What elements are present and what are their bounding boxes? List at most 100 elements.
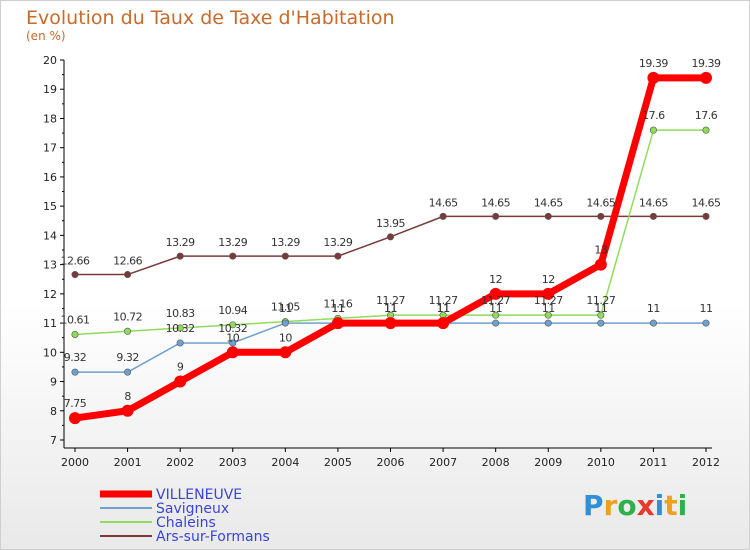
data-label: 12.66	[61, 255, 90, 268]
legend-label: Ars-sur-Formans	[156, 529, 270, 545]
y-tick-label: 19	[43, 83, 57, 96]
y-tick-label: 9	[50, 376, 57, 389]
data-label: 10.32	[218, 322, 247, 335]
data-label: 8	[124, 390, 131, 403]
data-label: 11	[279, 302, 292, 315]
data-label: 17.6	[695, 109, 718, 122]
data-label: 19.39	[639, 57, 668, 70]
data-point	[121, 404, 134, 417]
data-label: 14.65	[534, 196, 563, 209]
data-label: 10.61	[61, 313, 90, 326]
data-label: 9.32	[116, 351, 139, 364]
data-point	[544, 319, 552, 327]
data-label: 14.65	[429, 196, 458, 209]
data-label: 9.32	[64, 351, 87, 364]
data-label: 13	[594, 244, 607, 257]
y-tick-label: 20	[43, 54, 57, 67]
brand-letter: i	[678, 489, 688, 522]
data-point	[700, 71, 712, 84]
data-label: 11.27	[586, 294, 615, 307]
data-point	[69, 412, 81, 425]
data-label: 10	[279, 331, 292, 344]
data-label: 11	[331, 302, 344, 315]
data-point	[331, 317, 344, 330]
data-label: 14.65	[481, 196, 510, 209]
y-tick-label: 16	[43, 171, 57, 184]
axes: 7 8 9 10 11 12 13 14 15 16 17 18 19 20 2000 2001 2002 200…	[43, 54, 720, 469]
data-point	[229, 252, 237, 260]
data-label: 13.29	[166, 236, 195, 249]
data-label: 14.65	[586, 196, 615, 209]
data-label: 13.29	[218, 236, 247, 249]
data-point	[544, 212, 552, 220]
y-tick-label: 15	[43, 200, 57, 213]
chart-subtitle: (en %)	[26, 29, 66, 43]
data-point	[334, 252, 342, 260]
x-tick-label: 2007	[429, 456, 457, 469]
brand-letter: t	[664, 489, 677, 522]
x-tick-label: 2005	[324, 456, 352, 469]
data-label: 12.66	[113, 255, 142, 268]
brand-letter: i	[655, 489, 665, 522]
data-point	[229, 321, 237, 329]
x-tick-label: 2001	[114, 456, 142, 469]
data-label: 11	[700, 302, 713, 315]
data-point	[281, 252, 289, 260]
x-tick-label: 2002	[166, 456, 194, 469]
brand-letter: r	[604, 489, 618, 522]
data-point	[386, 233, 394, 241]
data-point	[174, 375, 187, 388]
y-tick-label: 7	[50, 434, 57, 447]
data-point	[649, 319, 657, 327]
data-point	[544, 311, 552, 319]
data-label: 11	[437, 302, 450, 315]
brand-letter: P	[583, 489, 604, 522]
brand-letter: o	[617, 489, 636, 522]
data-label: 11	[647, 302, 660, 315]
data-point	[229, 339, 237, 347]
data-point	[124, 368, 132, 376]
data-point	[492, 311, 500, 319]
data-label: 11	[331, 302, 344, 315]
y-tick-label: 14	[43, 229, 57, 242]
data-label: 11.27	[534, 294, 563, 307]
data-label: 14.65	[692, 196, 721, 209]
legend: VILLENEUVESavigneuxChaleinsArs-sur-Forma…	[100, 487, 270, 545]
data-point	[176, 339, 184, 347]
data-label: 12	[542, 273, 555, 286]
data-label: 11.27	[429, 294, 458, 307]
data-point	[176, 252, 184, 260]
y-tick-label: 12	[43, 288, 57, 301]
y-tick-label: 10	[43, 346, 57, 359]
data-label: 11	[489, 302, 502, 315]
data-label: 11.05	[271, 301, 300, 314]
data-label: 19.39	[692, 57, 721, 70]
data-point	[279, 346, 292, 359]
data-point	[492, 212, 500, 220]
data-label: 10.83	[166, 307, 195, 320]
data-label: 11	[542, 302, 555, 315]
data-label: 11.27	[376, 294, 405, 307]
data-point	[384, 317, 397, 330]
data-label: 13.29	[271, 236, 300, 249]
legend-label: Savigneux	[156, 501, 229, 517]
legend-label: VILLENEUVE	[156, 487, 242, 503]
y-tick-label: 11	[43, 317, 57, 330]
data-point	[124, 327, 132, 335]
data-point	[594, 258, 607, 271]
x-tick-label: 2006	[377, 456, 405, 469]
data-label: 11	[437, 302, 450, 315]
plot-area: 12.66 12.66 13.29 13.29 13.29 13.29 13.95 14.65…	[61, 57, 721, 425]
data-point	[702, 319, 710, 327]
data-point	[542, 287, 555, 300]
x-tick-label: 2009	[534, 456, 562, 469]
x-tick-label: 2012	[692, 456, 720, 469]
x-tick-label: 2004	[271, 456, 299, 469]
x-tick-label: 2010	[587, 456, 615, 469]
data-point	[597, 319, 605, 327]
data-point	[437, 317, 450, 330]
data-point	[226, 346, 239, 359]
data-label: 11.16	[323, 297, 352, 310]
y-tick-label: 8	[50, 405, 57, 418]
